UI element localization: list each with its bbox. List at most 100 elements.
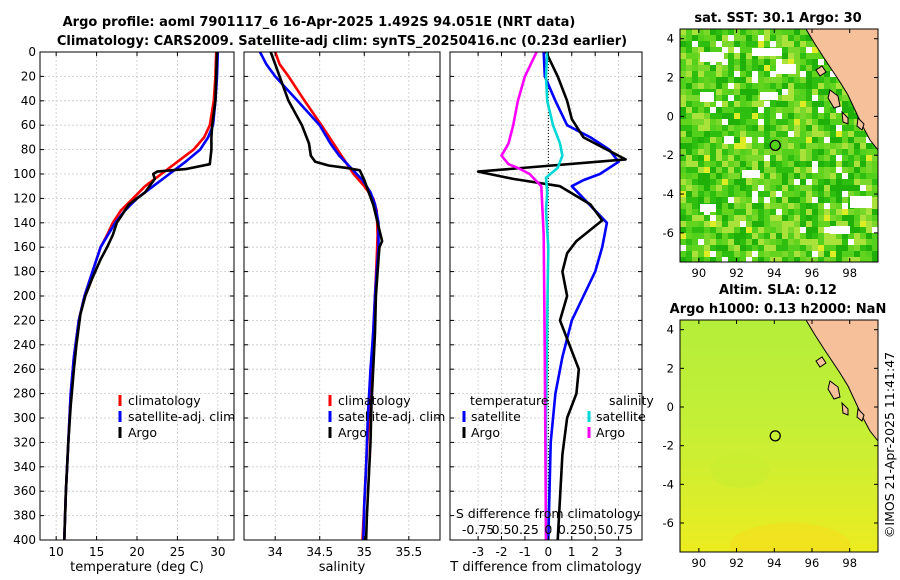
sst-cell: [788, 143, 794, 149]
sst-cell: [764, 155, 770, 161]
sst-cell: [680, 77, 686, 83]
sst-cell: [824, 83, 830, 89]
sst-cell: [764, 233, 770, 239]
sst-cell: [734, 41, 740, 47]
sst-cell: [782, 119, 788, 125]
sst-cell: [716, 143, 722, 149]
sst-cell: [698, 185, 704, 191]
sst-cell: [782, 107, 788, 113]
sst-cell: [740, 71, 746, 77]
imos-timestamp: ©IMOS 21-Apr-2025 11:41:47: [882, 352, 897, 538]
sst-cell: [692, 215, 698, 221]
sst-cell: [830, 233, 836, 239]
sst-cell: [710, 35, 716, 41]
sst-cell: [818, 101, 824, 107]
sst-cell: [812, 227, 818, 233]
sst-cell: [740, 83, 746, 89]
sst-cell: [818, 161, 824, 167]
sst-cell: [716, 167, 722, 173]
sst-cell: [746, 209, 752, 215]
sst-cell: [692, 83, 698, 89]
sst-cell: [752, 221, 758, 227]
sst-cell: [770, 119, 776, 125]
sst-cell: [794, 107, 800, 113]
sst-cell: [800, 83, 806, 89]
sst-cell: [752, 71, 758, 77]
sst-cell: [806, 131, 812, 137]
sla-warm-patch: [730, 523, 850, 552]
sst-cell: [710, 227, 716, 233]
sst-cell: [824, 77, 830, 83]
sst-cell: [836, 167, 842, 173]
sst-cell: [872, 245, 878, 251]
sst-cell: [818, 131, 824, 137]
sst-cell: [692, 47, 698, 53]
sst-cell: [782, 173, 788, 179]
sst-cell: [728, 197, 734, 203]
sst-cell: [764, 29, 770, 35]
sst-cell: [854, 245, 860, 251]
sst-cell: [824, 149, 830, 155]
sst-cell: [722, 203, 728, 209]
sst-cell: [770, 29, 776, 35]
sst-cell: [842, 245, 848, 251]
sst-cell: [728, 185, 734, 191]
sst-cell: [788, 77, 794, 83]
sst-cell: [764, 59, 770, 65]
sst-cell: [788, 131, 794, 137]
sst-cell: [812, 131, 818, 137]
y-tick-label: 280: [13, 387, 36, 401]
x-tick-label: 2: [591, 545, 599, 559]
sst-cell: [734, 179, 740, 185]
sst-cell: [752, 227, 758, 233]
series-line-temperature-argo: [476, 51, 627, 541]
sst-cell: [770, 245, 776, 251]
sst-cell: [794, 167, 800, 173]
sst-cell: [806, 215, 812, 221]
sst-cell: [830, 209, 836, 215]
map-y-tick-label: 0: [667, 400, 674, 414]
sst-cell: [860, 137, 866, 143]
sst-cell: [764, 179, 770, 185]
sst-cell: [788, 221, 794, 227]
sst-cell: [752, 101, 758, 107]
sst-cell: [806, 155, 812, 161]
sla-island-4: [856, 407, 865, 422]
sst-cell: [818, 95, 824, 101]
sst-cell: [752, 137, 758, 143]
sst-cell: [782, 83, 788, 89]
sst-cell: [692, 53, 698, 59]
sst-cell: [764, 251, 770, 257]
sst-cell: [818, 155, 824, 161]
map-x-tick-label: 98: [842, 266, 857, 280]
sst-cell: [794, 125, 800, 131]
sst-cell: [782, 95, 788, 101]
sst-cell: [794, 233, 800, 239]
sst-cell: [734, 119, 740, 125]
sst-cell: [770, 155, 776, 161]
sst-cell: [788, 257, 794, 262]
sst-cell: [794, 113, 800, 119]
sst-cell: [734, 215, 740, 221]
sst-cell: [770, 251, 776, 257]
sst-cell: [848, 167, 854, 173]
sst-cell: [710, 83, 716, 89]
sst-cell: [794, 101, 800, 107]
y-tick-label: 140: [13, 216, 36, 230]
sst-cell: [728, 29, 734, 35]
sst-cell: [722, 191, 728, 197]
sst-cell: [782, 77, 788, 83]
sst-cell: [776, 107, 782, 113]
sst-cell: [854, 149, 860, 155]
sst-cell: [860, 155, 866, 161]
sst-cell: [770, 59, 776, 65]
sst-cell: [788, 179, 794, 185]
sst-cell: [788, 185, 794, 191]
y-tick-label: 320: [13, 435, 36, 449]
sst-cell: [794, 185, 800, 191]
sst-cell: [692, 191, 698, 197]
sst-cell: [686, 179, 692, 185]
sst-cell: [848, 227, 854, 233]
sst-cell: [830, 245, 836, 251]
sst-cell: [758, 83, 764, 89]
